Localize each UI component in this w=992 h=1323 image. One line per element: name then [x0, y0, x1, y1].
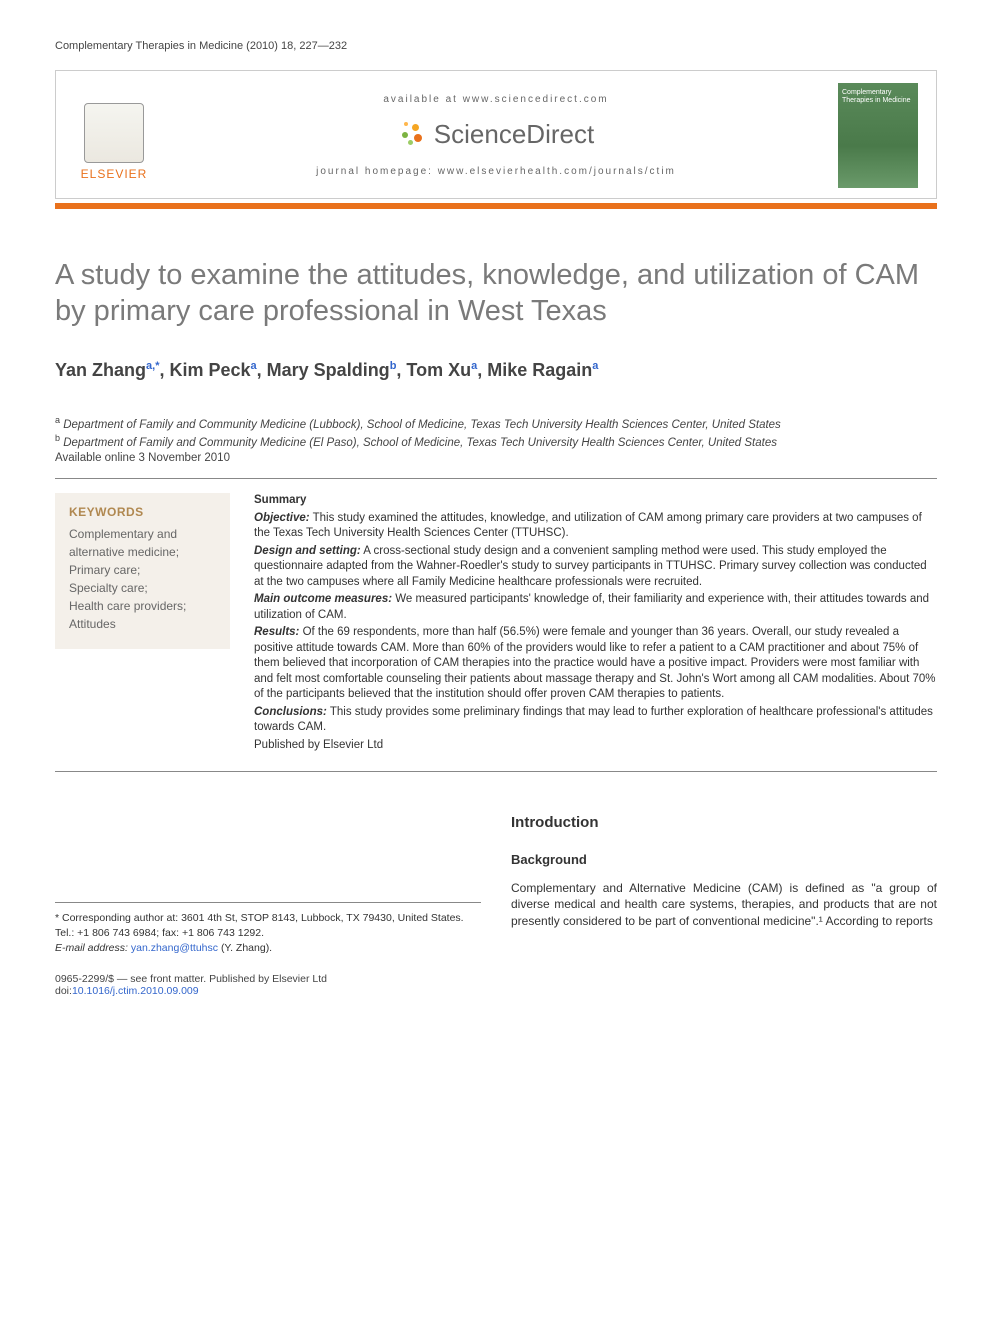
- abstract-block: KEYWORDS Complementary and alternative m…: [55, 478, 937, 772]
- affiliation-b: b Department of Family and Community Med…: [55, 433, 937, 449]
- elsevier-tree-icon: [84, 103, 144, 163]
- masthead-center: available at www.sciencedirect.com Scien…: [174, 94, 818, 177]
- doi-line: doi:10.1016/j.ctim.2010.09.009: [55, 985, 937, 997]
- email-link[interactable]: yan.zhang@ttuhsc: [131, 942, 218, 954]
- email-suffix: (Y. Zhang).: [221, 942, 272, 954]
- email-label: E-mail address:: [55, 942, 128, 954]
- keywords-column: KEYWORDS Complementary and alternative m…: [55, 493, 230, 755]
- sciencedirect-icon: [398, 120, 428, 150]
- outcome-label: Main outcome measures:: [254, 593, 392, 605]
- copyright-line: 0965-2299/$ — see front matter. Publishe…: [55, 973, 937, 985]
- elsevier-logo: ELSEVIER: [74, 91, 154, 181]
- accent-bar: [55, 203, 937, 209]
- summary-objective: Objective: This study examined the attit…: [254, 511, 937, 542]
- background-heading: Background: [511, 851, 937, 869]
- summary-heading: Summary: [254, 493, 937, 509]
- results-text: Of the 69 respondents, more than half (5…: [254, 626, 936, 700]
- right-column-intro: Introduction Background Complementary an…: [511, 812, 937, 955]
- running-header: Complementary Therapies in Medicine (201…: [55, 40, 937, 52]
- left-column-footnotes: * Corresponding author at: 3601 4th St, …: [55, 902, 481, 955]
- journal-cover-thumb: Complementary Therapies in Medicine: [838, 83, 918, 188]
- results-label: Results:: [254, 626, 299, 638]
- doi-label: doi:: [55, 985, 72, 997]
- available-at-line: available at www.sciencedirect.com: [174, 94, 818, 105]
- journal-homepage-line: journal homepage: www.elsevierhealth.com…: [174, 166, 818, 177]
- design-label: Design and setting:: [254, 545, 361, 557]
- background-paragraph: Complementary and Alternative Medicine (…: [511, 880, 937, 930]
- doi-link[interactable]: 10.1016/j.ctim.2010.09.009: [72, 985, 199, 997]
- conclusions-label: Conclusions:: [254, 706, 327, 718]
- objective-label: Objective:: [254, 512, 310, 524]
- affiliation-a-text: Department of Family and Community Medic…: [63, 418, 781, 430]
- keywords-heading: KEYWORDS: [69, 505, 216, 519]
- author-list: Yan Zhanga,*, Kim Pecka, Mary Spaldingb,…: [55, 360, 937, 381]
- affiliation-b-text: Department of Family and Community Medic…: [63, 437, 777, 449]
- affiliation-a: a Department of Family and Community Med…: [55, 415, 937, 431]
- summary-conclusions: Conclusions: This study provides some pr…: [254, 705, 937, 736]
- available-online-date: Available online 3 November 2010: [55, 452, 937, 464]
- masthead: ELSEVIER available at www.sciencedirect.…: [55, 70, 937, 199]
- conclusions-text: This study provides some preliminary fin…: [254, 706, 933, 734]
- summary-column: Summary Objective: This study examined t…: [254, 493, 937, 755]
- summary-published: Published by Elsevier Ltd: [254, 738, 937, 754]
- footer-ids: 0965-2299/$ — see front matter. Publishe…: [55, 973, 937, 997]
- summary-results: Results: Of the 69 respondents, more tha…: [254, 625, 937, 703]
- objective-text: This study examined the attitudes, knowl…: [254, 512, 922, 540]
- elsevier-text: ELSEVIER: [81, 167, 148, 181]
- email-line: E-mail address: yan.zhang@ttuhsc (Y. Zha…: [55, 941, 481, 956]
- intro-heading: Introduction: [511, 812, 937, 833]
- summary-outcome: Main outcome measures: We measured parti…: [254, 592, 937, 623]
- keywords-box: KEYWORDS Complementary and alternative m…: [55, 493, 230, 649]
- summary-design: Design and setting: A cross-sectional st…: [254, 544, 937, 591]
- corresponding-author: * Corresponding author at: 3601 4th St, …: [55, 911, 481, 940]
- keywords-list: Complementary and alternative medicine;P…: [69, 525, 216, 633]
- sciencedirect-logo: ScienceDirect: [398, 119, 594, 150]
- body-two-column: * Corresponding author at: 3601 4th St, …: [55, 812, 937, 955]
- article-title: A study to examine the attitudes, knowle…: [55, 257, 937, 330]
- sciencedirect-text: ScienceDirect: [434, 119, 594, 150]
